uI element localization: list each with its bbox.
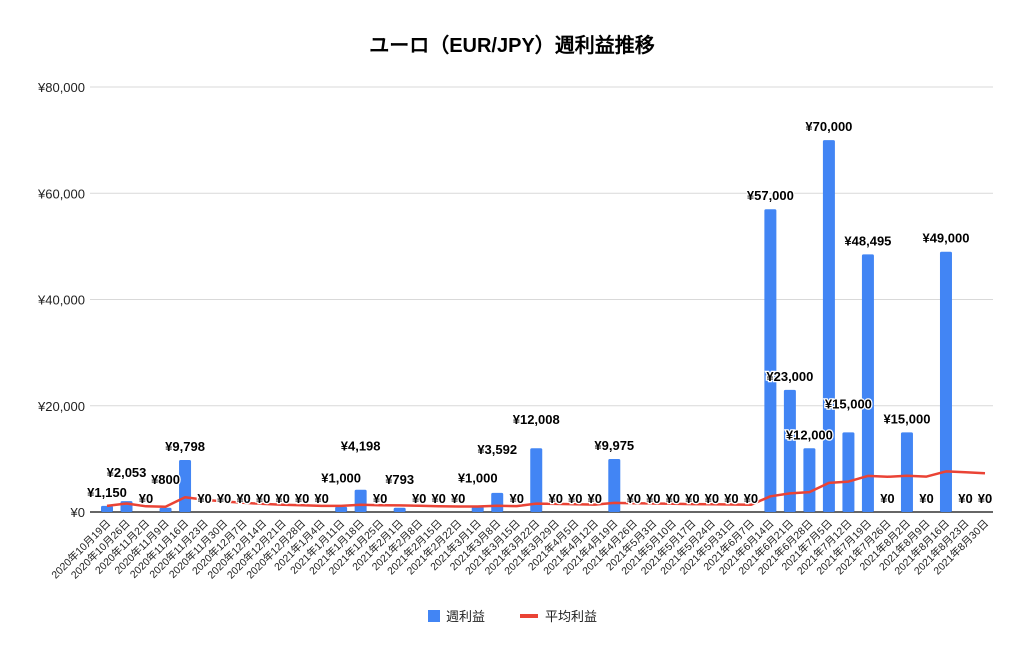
legend-swatch-line (520, 614, 538, 618)
data-label: ¥9,798 (165, 439, 205, 454)
data-label: ¥0 (685, 491, 699, 506)
bar (530, 448, 543, 512)
data-label: ¥0 (295, 491, 309, 506)
bar (179, 459, 192, 512)
data-label: ¥0 (373, 491, 387, 506)
data-label: ¥0 (666, 491, 680, 506)
data-label: ¥0 (568, 491, 582, 506)
data-label: ¥0 (256, 491, 270, 506)
data-label: ¥15,000 (825, 396, 872, 411)
y-tick-label: ¥0 (70, 505, 85, 520)
legend-swatch-bar (428, 610, 440, 622)
data-labels: ¥1,150 ¥2,053 ¥0 ¥800 ¥9,798 ¥0 ¥0 ¥0 ¥0 ¥0 ¥0 ¥0 ¥1… (86, 118, 994, 507)
data-label: ¥9,975 (594, 438, 634, 453)
bar (491, 492, 504, 512)
y-tick-label: ¥40,000 (37, 293, 85, 308)
data-label: ¥800 (151, 472, 180, 487)
data-label: ¥1,000 (321, 471, 361, 486)
bar (783, 389, 796, 512)
data-label: ¥0 (880, 491, 894, 506)
grid (90, 86, 993, 513)
data-label: ¥0 (412, 491, 426, 506)
data-label: ¥0 (236, 491, 250, 506)
average-line (106, 470, 986, 508)
bar (101, 505, 113, 512)
data-label: ¥0 (627, 491, 641, 506)
data-label: ¥0 (588, 491, 602, 506)
y-axis: ¥0 ¥20,000 ¥40,000 ¥60,000 ¥80,000 (37, 80, 85, 520)
bar (393, 507, 406, 512)
data-label: ¥2,053 (107, 465, 147, 480)
data-label: ¥0 (451, 491, 465, 506)
data-label: ¥0 (978, 491, 992, 506)
data-label: ¥57,000 (747, 188, 794, 203)
bar (822, 140, 835, 512)
data-label: ¥0 (705, 491, 719, 506)
bar (803, 448, 816, 512)
bar (764, 209, 777, 512)
data-label: ¥0 (549, 491, 563, 506)
line-series (106, 470, 986, 508)
data-label: ¥0 (217, 491, 231, 506)
legend-label-line: 平均利益 (545, 609, 597, 624)
data-label: ¥12,000 (786, 427, 833, 442)
data-label: ¥0 (197, 491, 211, 506)
bar (939, 251, 952, 512)
y-tick-label: ¥20,000 (37, 399, 85, 414)
bar (608, 459, 621, 512)
legend: 週利益 平均利益 (428, 609, 597, 624)
data-label: ¥0 (919, 491, 933, 506)
bar-series (101, 140, 952, 513)
data-label: ¥0 (724, 491, 738, 506)
data-label: ¥3,592 (477, 442, 517, 457)
bar (842, 432, 855, 512)
data-label: ¥48,495 (844, 233, 891, 248)
data-label: ¥0 (314, 491, 328, 506)
data-label: ¥4,198 (341, 439, 381, 454)
data-label: ¥0 (744, 491, 758, 506)
data-label: ¥12,008 (513, 412, 560, 427)
data-label: ¥23,000 (766, 369, 813, 384)
x-axis: 2020年10月19日2020年10月26日2020年11月2日2020年11月… (49, 517, 992, 582)
y-tick-label: ¥80,000 (37, 80, 85, 95)
bar (159, 507, 172, 512)
legend-item-line[interactable]: 平均利益 (520, 609, 597, 624)
data-label: ¥793 (385, 472, 414, 487)
data-label: ¥49,000 (922, 231, 969, 246)
data-label: ¥0 (139, 491, 153, 506)
data-label: ¥0 (275, 491, 289, 506)
bar (354, 489, 367, 512)
data-label: ¥0 (509, 491, 523, 506)
legend-item-bar[interactable]: 週利益 (428, 609, 485, 624)
data-label: ¥0 (646, 491, 660, 506)
chart-title: ユーロ（EUR/JPY）週利益推移 (369, 33, 655, 57)
data-label: ¥70,000 (805, 119, 852, 134)
legend-label-bar: 週利益 (446, 609, 485, 624)
data-label: ¥1,150 (87, 485, 127, 500)
data-label: ¥0 (431, 491, 445, 506)
bar (861, 254, 874, 513)
data-label: ¥15,000 (883, 411, 930, 426)
bar (900, 432, 913, 512)
bar (471, 506, 484, 512)
data-label: ¥1,000 (458, 471, 498, 486)
data-label: ¥0 (958, 491, 972, 506)
y-tick-label: ¥60,000 (37, 186, 85, 201)
bar (335, 506, 348, 512)
